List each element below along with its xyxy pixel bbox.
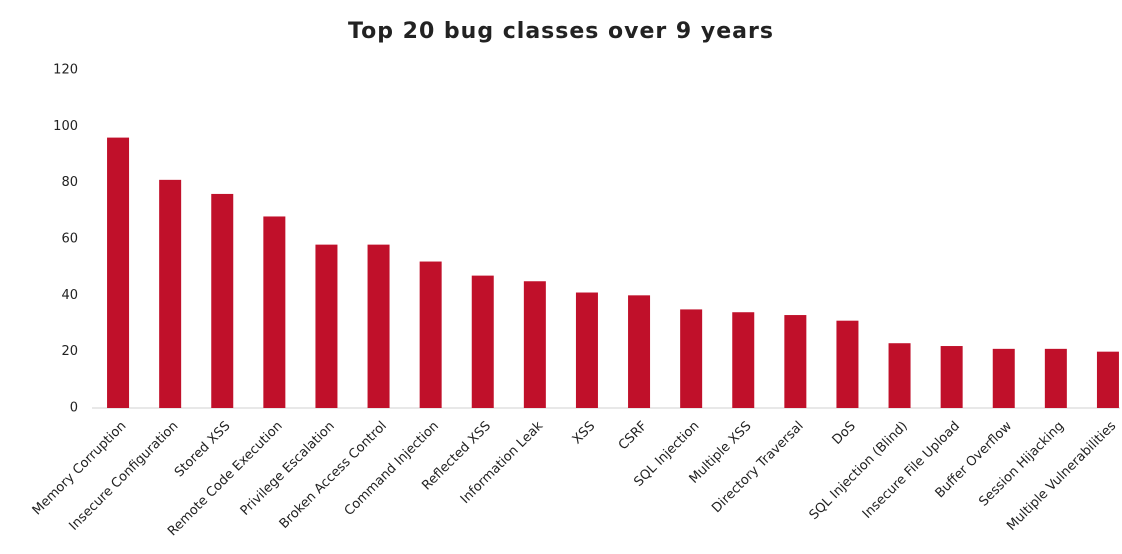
x-tick-label: SQL Injection (Blind) (807, 419, 911, 523)
bar (1096, 351, 1119, 408)
x-tick-label: DoS (830, 419, 859, 448)
bar (836, 320, 859, 408)
x-tick-label: Memory Corruption (30, 419, 130, 519)
x-tick-label: Directory Traversal (709, 419, 806, 516)
y-tick-label: 40 (61, 288, 78, 303)
y-tick-label: 120 (53, 63, 78, 78)
chart-title: Top 20 bug classes over 9 years (348, 19, 774, 44)
x-tick-label: Privilege Escalation (238, 419, 338, 519)
x-tick-label: Broken Access Control (277, 419, 390, 532)
bar (211, 193, 234, 408)
bar (628, 295, 651, 408)
y-tick-label: 100 (53, 119, 78, 134)
bar (680, 309, 703, 408)
x-tick-label: XSS (570, 419, 599, 448)
y-tick-label: 80 (61, 175, 78, 190)
bar (732, 312, 755, 408)
bar (888, 343, 911, 408)
bar (523, 281, 546, 408)
bar (419, 261, 442, 408)
bar (367, 244, 390, 408)
x-tick-label: Command Injection (342, 419, 442, 519)
bar (107, 137, 130, 408)
bar (315, 244, 338, 408)
y-tick-label: 60 (61, 232, 78, 247)
y-tick-label: 20 (61, 344, 78, 359)
bar (471, 275, 494, 408)
x-tick-label: Insecure File Upload (860, 419, 963, 522)
bar (263, 216, 286, 408)
x-tick-label: Insecure Configuration (66, 419, 181, 534)
bar (1044, 348, 1067, 408)
x-tick-label: CSRF (616, 419, 651, 454)
bar (992, 348, 1015, 408)
bar (940, 346, 963, 408)
bar (575, 292, 598, 408)
y-tick-label: 0 (70, 401, 78, 416)
bar (159, 179, 182, 408)
bar (784, 315, 807, 408)
x-tick-label: Multiple Vulnerabilities (1004, 419, 1119, 534)
